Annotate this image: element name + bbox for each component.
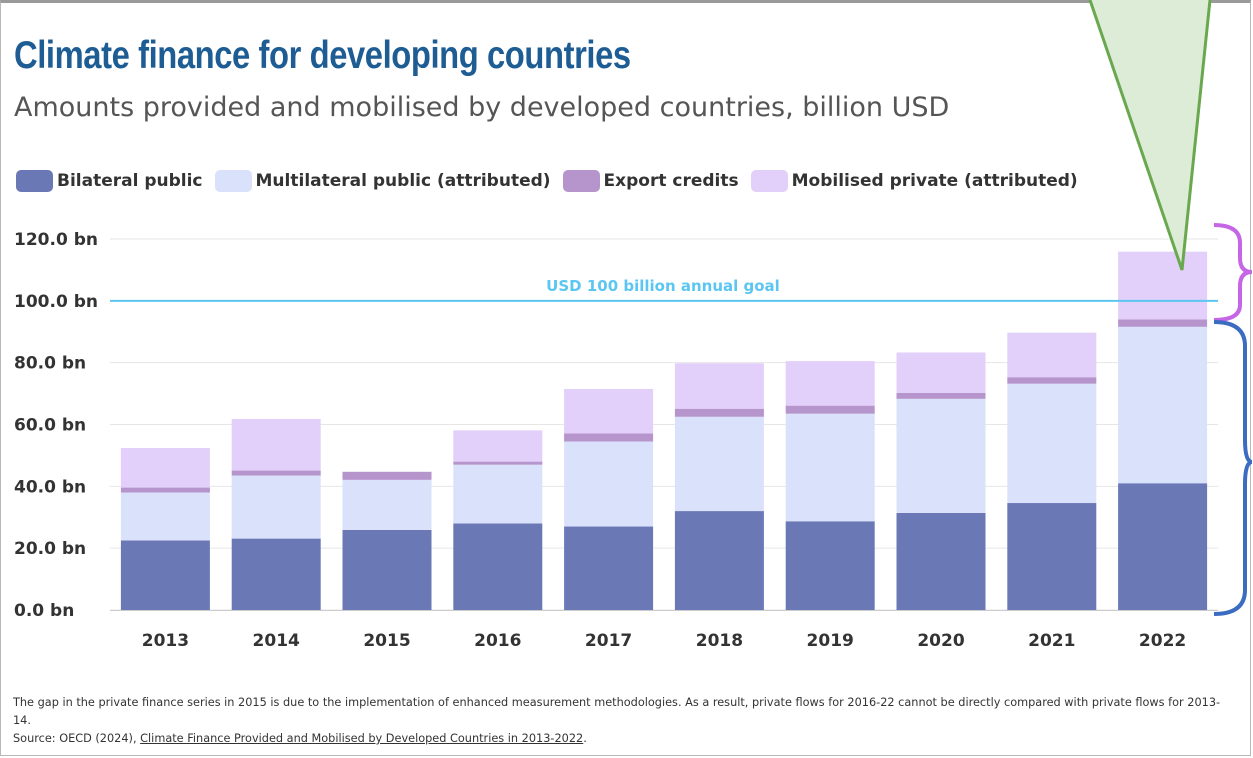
legend-item-bilateral-public[interactable]: Bilateral public [16,170,203,192]
legend-item-mobilised-private[interactable]: Mobilised private (attributed) [750,170,1078,192]
footnote: The gap in the private finance series in… [13,694,1238,748]
pointer-triangle [1088,0,1212,271]
y-tick-label: 40.0 bn [14,477,86,497]
y-tick-label: 100.0 bn [14,292,98,312]
bar-segment [785,405,875,414]
y-tick-label: 60.0 bn [14,416,86,436]
x-tick-label: 2016 [474,631,521,651]
bar-segment [120,487,210,493]
bar-segment [785,413,875,522]
legend-label: Bilateral public [57,171,203,191]
x-tick-label: 2018 [696,631,743,651]
bar-segment [896,512,986,610]
bar-segment [231,418,321,471]
bar-segment [785,521,875,610]
bar-segment [674,363,764,409]
footnote-text: The gap in the private finance series in… [13,696,1221,727]
legend-swatch [214,170,252,192]
axes: 0.0 bn 20.0 bn 40.0 bn 60.0 bn 80.0 bn 100.0 … [14,230,1218,651]
bar-segment [231,470,321,476]
bar-segment [1118,251,1208,320]
bar-segment [453,430,543,462]
chart-legend: Bilateral public Multilateral public (at… [16,167,1090,195]
legend-swatch [562,170,600,192]
bar-segment [564,388,654,434]
bar-segment [1007,383,1097,504]
x-tick-label: 2020 [917,631,964,651]
legend-label: Multilateral public (attributed) [255,171,551,191]
chart-subtitle: Amounts provided and mobilised by develo… [14,92,950,123]
bar-segment [231,538,321,610]
legend-swatch [750,170,788,192]
goal-label: USD 100 billion annual goal [546,277,780,295]
upper-brace [1213,223,1253,322]
bar-segment [785,361,875,406]
bar-segment [342,529,432,610]
bar-segment [564,526,654,610]
bars [120,251,1208,610]
legend-swatch [16,170,53,192]
page-title: Climate finance for developing countries [14,34,631,77]
bar-segment [453,464,543,524]
bar-segment [342,471,432,480]
x-tick-label: 2021 [1028,631,1075,651]
bar-segment [1007,332,1097,378]
y-tick-label: 80.0 bn [14,354,86,374]
bar-segment [896,352,986,393]
goal-line-group: USD 100 billion annual goal [110,277,1218,302]
bar-segment [1007,503,1097,610]
bar-segment [1118,483,1208,610]
bar-segment [564,433,654,442]
bar-segment [896,392,986,399]
bar-segment [231,475,321,539]
y-tick-label: 20.0 bn [14,539,86,559]
x-tick-label: 2019 [807,631,854,651]
legend-item-multilateral-public[interactable]: Multilateral public (attributed) [214,170,551,192]
bar-segment [674,408,764,417]
bar-segment [564,441,654,527]
y-tick-label: 0.0 bn [14,601,74,621]
legend-label: Mobilised private (attributed) [791,171,1078,191]
bar-segment [674,511,764,610]
bar-chart: USD 100 billion annual goal 0.0 bn 20.0 b… [14,0,1253,651]
x-tick-label: 2013 [142,631,189,651]
x-tick-label: 2015 [363,631,410,651]
bar-segment [120,540,210,610]
bar-segment [674,416,764,512]
source-prefix: Source: OECD (2024), [13,732,141,745]
y-tick-label: 120.0 bn [14,230,98,250]
bar-segment [342,479,432,530]
legend-label: Export credits [603,171,739,191]
bar-segment [1118,319,1208,327]
source-link[interactable]: Climate Finance Provided and Mobilised b… [140,732,584,745]
source-suffix: . [583,732,587,745]
x-tick-label: 2022 [1139,631,1186,651]
bar-segment [120,447,210,488]
bar-segment [120,492,210,541]
bar-segment [453,523,543,610]
bar-segment [896,398,986,513]
x-tick-label: 2017 [585,631,632,651]
legend-item-export-credits[interactable]: Export credits [562,170,739,192]
x-tick-label: 2014 [253,631,300,651]
bar-segment [453,461,543,465]
annotations [1088,0,1253,616]
bar-segment [1118,326,1208,484]
source-line: Source: OECD (2024), Climate Finance Pro… [13,730,1238,748]
bar-segment [1007,377,1097,384]
lower-brace [1213,320,1253,616]
